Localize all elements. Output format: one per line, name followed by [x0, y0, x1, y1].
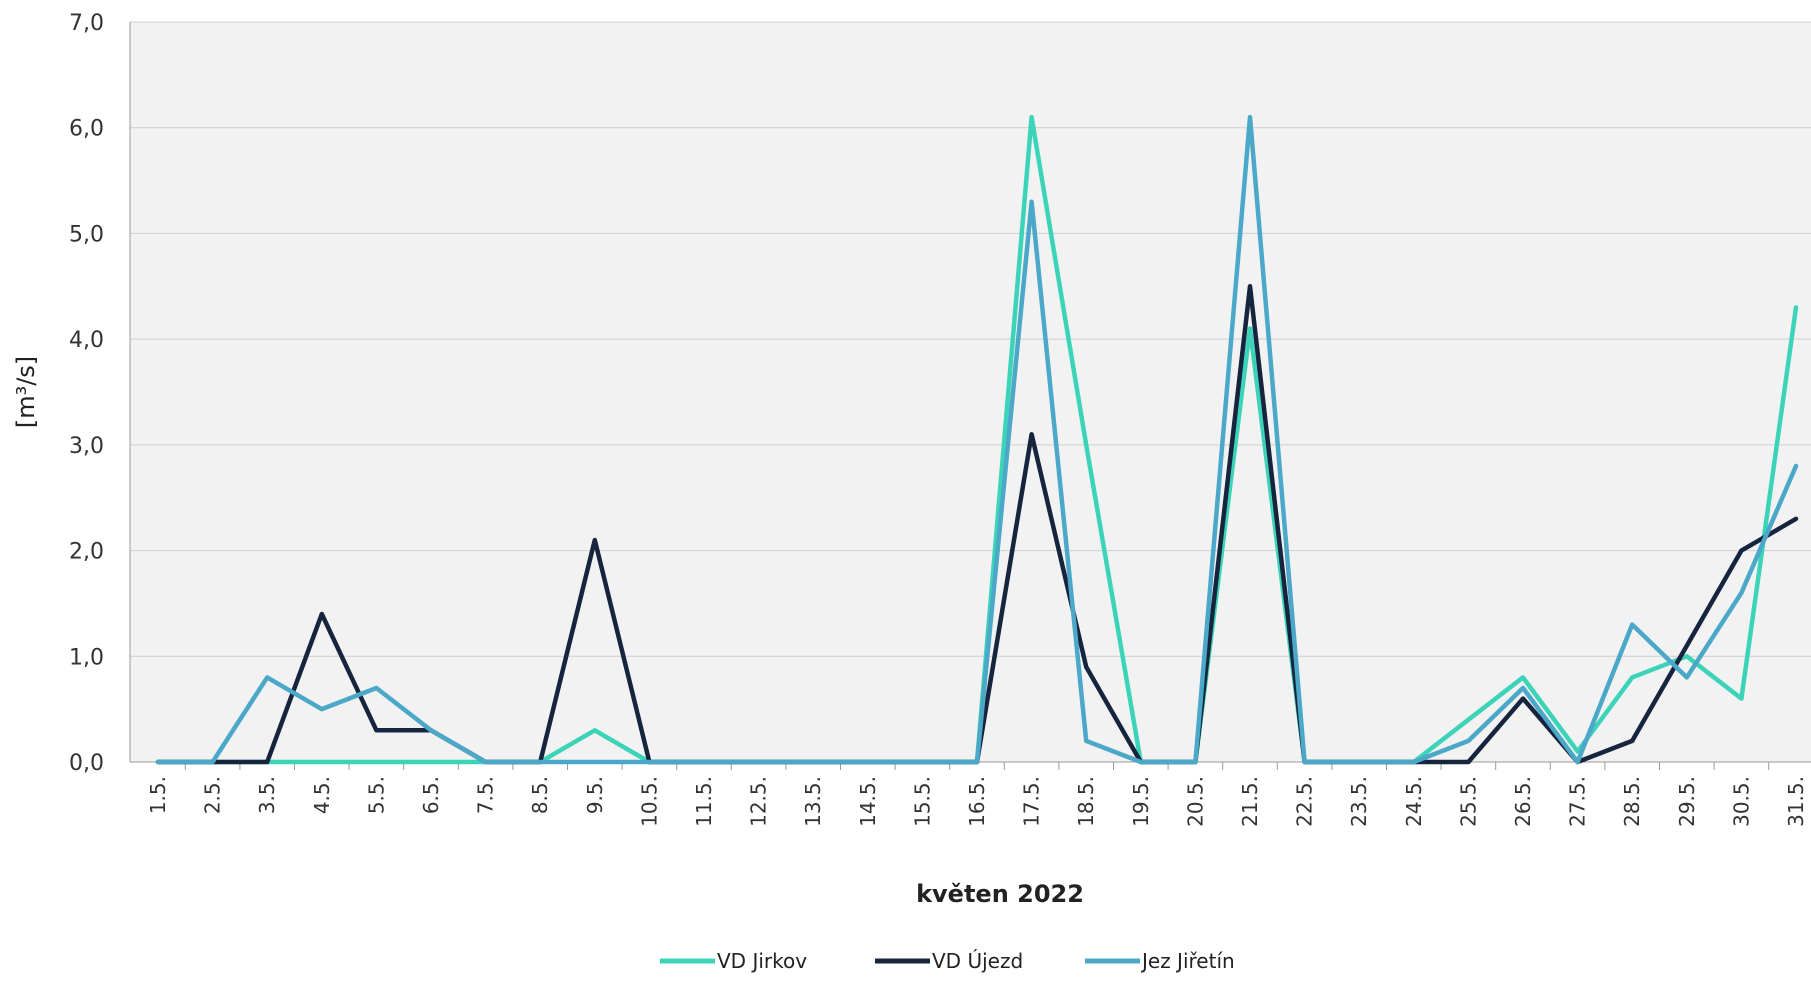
x-tick-label: 3.5. — [255, 776, 279, 814]
series-lines — [155, 114, 1799, 765]
x-tick-label: 6.5. — [419, 776, 443, 814]
y-axis-title: [m³/s] — [12, 356, 40, 428]
x-tick-label: 25.5. — [1456, 776, 1480, 827]
y-tick-label: 2,0 — [69, 540, 104, 565]
x-tick-label: 1.5. — [146, 776, 170, 814]
x-tick-label: 24.5. — [1402, 776, 1426, 827]
x-tick-label: 5.5. — [364, 776, 388, 814]
legend: VD Jirkov VD Újezd Jez Jiřetín — [660, 949, 1235, 973]
x-tick-label: 23.5. — [1347, 776, 1371, 827]
legend-label: VD Jirkov — [717, 949, 807, 973]
x-tick-label: 16.5. — [965, 776, 989, 827]
y-tick-label: 0,0 — [69, 751, 104, 776]
x-tick-label: 10.5. — [637, 776, 661, 827]
y-tick-label: 7,0 — [69, 11, 104, 36]
x-tick-label: 27.5. — [1566, 776, 1590, 827]
x-tick-label: 31.5. — [1784, 776, 1808, 827]
x-tick-label: 14.5. — [856, 776, 880, 827]
plot-area — [130, 22, 1811, 762]
x-tick-label: 19.5. — [1129, 776, 1153, 827]
y-tick-label: 4,0 — [69, 328, 104, 353]
legend-label: Jez Jiřetín — [1140, 949, 1235, 973]
x-tick-label: 15.5. — [910, 776, 934, 827]
x-tick-label: 21.5. — [1238, 776, 1262, 827]
x-tick-label: 20.5. — [1183, 776, 1207, 827]
x-tick-label: 9.5. — [583, 776, 607, 814]
x-tick-label: 30.5. — [1729, 776, 1753, 827]
y-tick-label: 6,0 — [69, 117, 104, 142]
x-tick-labels: 1.5. 2.5. 3.5. 4.5. 5.5. 6.5. 7.5. 8.5. 9.5. 10.5… — [146, 776, 1808, 827]
x-tick-label: 11.5. — [692, 776, 716, 827]
series-line — [155, 114, 1799, 765]
y-tick-label: 5,0 — [69, 222, 104, 247]
x-tick-label: 7.5. — [474, 776, 498, 814]
x-tick-label: 12.5. — [747, 776, 771, 827]
y-tick-labels: 0,0 1,0 2,0 3,0 4,0 5,0 6,0 7,0 — [69, 11, 104, 776]
x-tick-label: 4.5. — [310, 776, 334, 814]
y-tick-label: 1,0 — [69, 645, 104, 670]
x-tick-label: 2.5. — [201, 776, 225, 814]
gridlines — [130, 21, 1811, 657]
y-tick-label: 3,0 — [69, 434, 104, 459]
x-tick-label: 18.5. — [1074, 776, 1098, 827]
x-tick-label: 8.5. — [528, 776, 552, 814]
legend-label: VD Újezd — [932, 949, 1023, 973]
x-tick-label: 28.5. — [1620, 776, 1644, 827]
x-tick-label: 13.5. — [801, 776, 825, 827]
x-axis-title: květen 2022 — [916, 880, 1084, 908]
x-tick-label: 26.5. — [1511, 776, 1535, 827]
x-tick-label: 22.5. — [1293, 776, 1317, 827]
x-tick-label: 17.5. — [1020, 776, 1044, 827]
x-tick-label: 29.5. — [1675, 776, 1699, 827]
